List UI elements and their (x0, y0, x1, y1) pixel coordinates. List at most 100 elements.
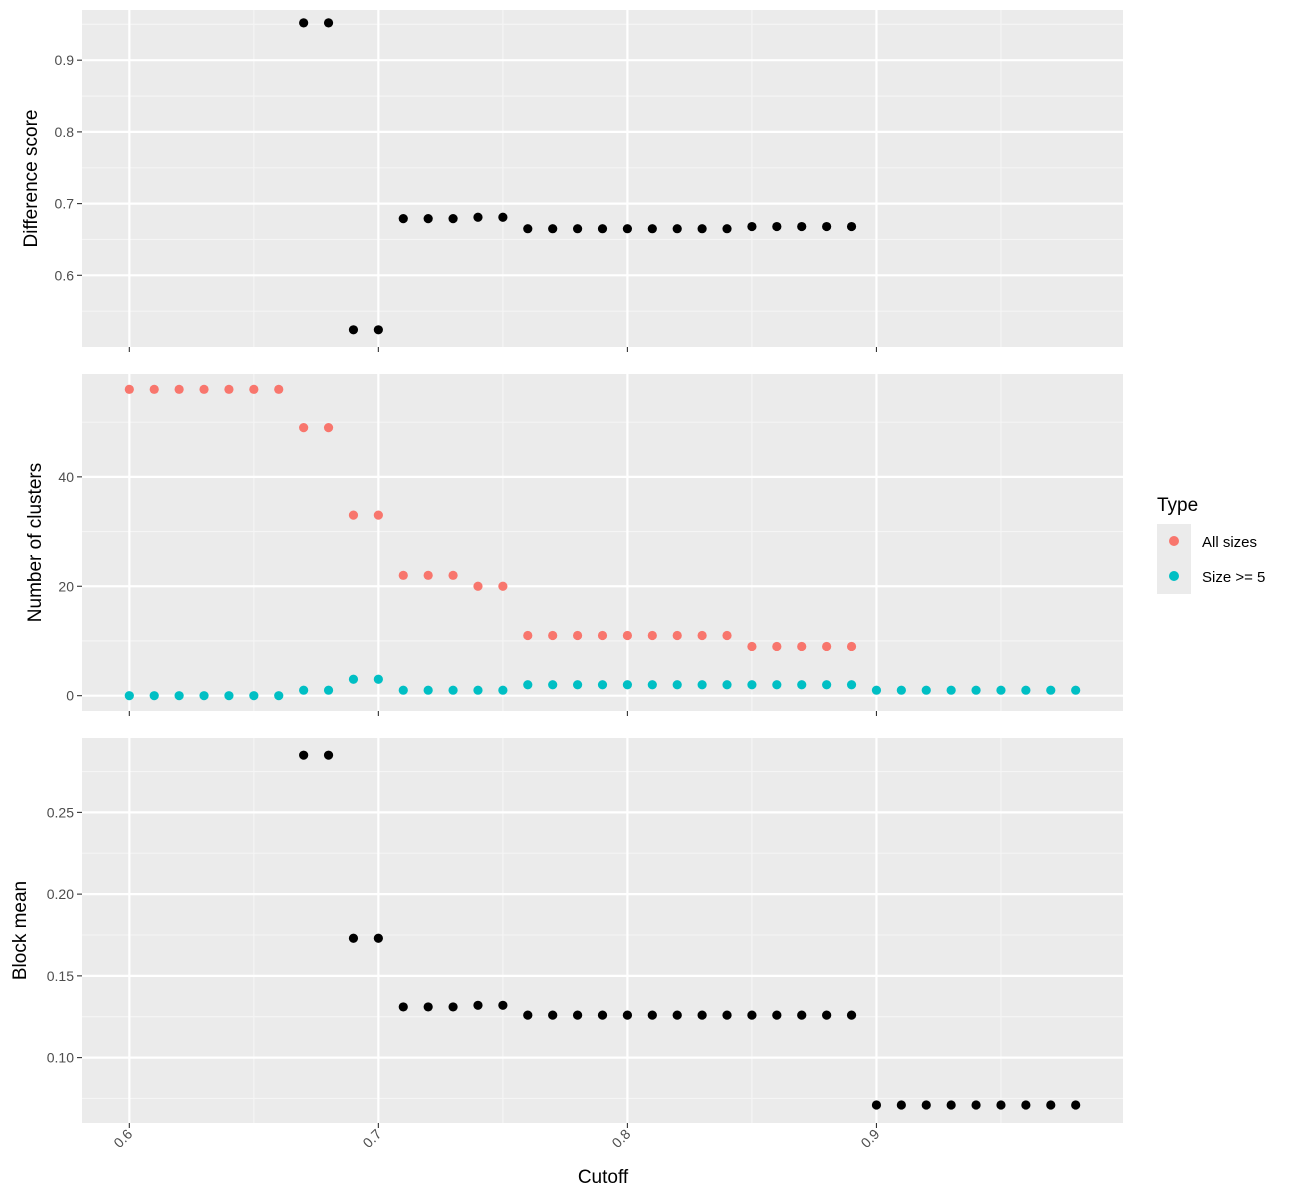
number-of-clusters-size-5-point (896, 685, 906, 695)
difference-score-series-point (597, 224, 608, 234)
difference-score-series-point (697, 224, 707, 234)
difference-score-series-point (572, 224, 583, 234)
number-of-clusters-size-5-point (348, 674, 359, 684)
difference-score-series-point (473, 212, 483, 222)
number-of-clusters-all-sizes-point (647, 630, 657, 641)
number-of-clusters-size-5-point (772, 680, 782, 690)
difference-score-series-point (423, 214, 433, 224)
legend-size-ge-5-label: Size >= 5 (1202, 569, 1265, 586)
block-mean-series-point (672, 1010, 682, 1020)
number-of-clusters-all-sizes-point (822, 641, 832, 652)
number-of-clusters-size-5-point (224, 691, 234, 701)
number-of-clusters-all-sizes-point (572, 630, 583, 641)
block-mean-series-point (822, 1010, 832, 1020)
number-of-clusters-all-sizes-point (323, 423, 334, 433)
block-mean-y-axis-title: Block mean (10, 881, 31, 980)
difference-score-series-point (647, 224, 657, 234)
number-of-clusters-size-5-point (174, 691, 184, 701)
number-of-clusters-all-sizes-point (597, 630, 608, 641)
number-of-clusters-all-sizes-point (299, 423, 309, 433)
block-mean-series-point (996, 1100, 1006, 1110)
difference-score-series-point (299, 18, 309, 28)
number-of-clusters-size-5-point (797, 680, 807, 690)
block-mean-series-point (971, 1100, 981, 1110)
number-of-clusters-y-tick-label: 0 (66, 688, 74, 704)
difference-score-series-point (398, 214, 408, 224)
block-mean-series-point (323, 750, 334, 760)
panel-difference-score: 0.6 0.7 0.8 0.9 Difference score (21, 10, 1123, 352)
number-of-clusters-size-5-point (124, 691, 134, 701)
panel-number-of-clusters: 0 20 40 Number of clusters (25, 374, 1123, 716)
block-mean-series-point (423, 1002, 433, 1012)
number-of-clusters-size-5-point (498, 685, 508, 695)
difference-score-series-point (373, 325, 383, 335)
legend-all-sizes-label: All sizes (1202, 534, 1257, 551)
block-mean-y-tick-label: 0.25 (47, 804, 74, 820)
number-of-clusters-size-5-point (647, 680, 657, 690)
difference-score-series-point (822, 221, 832, 232)
block-mean-series-point (498, 1000, 508, 1010)
number-of-clusters-size-5-point (249, 691, 259, 701)
number-of-clusters-size-5-point (1046, 685, 1056, 695)
block-mean-series-point (946, 1100, 956, 1110)
number-of-clusters-y-tick-label: 20 (58, 578, 74, 594)
block-mean-y-tick-label: 0.15 (47, 968, 74, 984)
difference-score-y-axis-title: Difference score (21, 110, 42, 248)
number-of-clusters-all-sizes-point (224, 384, 234, 394)
block-mean-series-point (747, 1010, 757, 1020)
number-of-clusters-size-5-point (548, 680, 558, 690)
number-of-clusters-all-sizes-point (548, 630, 558, 641)
number-of-clusters-all-sizes-point (498, 581, 508, 591)
difference-score-series-point (348, 325, 359, 335)
number-of-clusters-all-sizes-point (747, 641, 757, 652)
number-of-clusters-size-5-point (323, 685, 334, 695)
number-of-clusters-all-sizes-point (797, 641, 807, 652)
number-of-clusters-size-5-point (274, 691, 284, 701)
panel-number-of-clusters-plot-area: 0 20 40 Number of clusters (25, 374, 1123, 716)
legend-size-ge-5-marker (1169, 571, 1179, 581)
number-of-clusters-size-5-point (1021, 685, 1031, 695)
number-of-clusters-size-5-point (299, 685, 309, 695)
difference-score-series-point (846, 221, 857, 232)
legend-key-size-ge-5: Size >= 5 (1157, 559, 1265, 594)
difference-score-series-point (548, 224, 558, 234)
number-of-clusters-all-sizes-point (722, 630, 732, 641)
legend-title: Type (1157, 495, 1198, 516)
number-of-clusters-y-tick-label: 40 (58, 469, 74, 485)
difference-score-y-tick-label: 0.6 (55, 267, 75, 283)
block-mean-series-point (597, 1010, 608, 1020)
difference-score-series-point (448, 214, 458, 224)
difference-score-series-point (523, 224, 533, 234)
block-mean-series-point (572, 1010, 583, 1020)
number-of-clusters-all-sizes-point (672, 630, 682, 641)
number-of-clusters-size-5-point (697, 680, 707, 690)
number-of-clusters-size-5-point (473, 685, 483, 695)
block-mean-series-point (697, 1010, 707, 1020)
block-mean-series-point (921, 1100, 931, 1110)
block-mean-series-point (1071, 1100, 1081, 1110)
number-of-clusters-size-5-point (722, 680, 732, 690)
block-mean-y-tick-label: 0.10 (47, 1050, 74, 1066)
number-of-clusters-size-5-point (996, 685, 1006, 695)
block-mean-series-point (1046, 1100, 1056, 1110)
number-of-clusters-size-5-point (672, 680, 682, 690)
number-of-clusters-panel-background (82, 374, 1123, 711)
block-mean-series-point (797, 1010, 807, 1020)
number-of-clusters-size-5-point (448, 685, 458, 695)
block-mean-series-point (722, 1010, 732, 1020)
panel-difference-score-plot-area: 0.6 0.7 0.8 0.9 Difference score (21, 10, 1123, 352)
number-of-clusters-size-5-point (822, 680, 832, 690)
difference-score-series-point (622, 224, 633, 234)
number-of-clusters-size-5-point (971, 685, 981, 695)
number-of-clusters-size-5-point (572, 680, 583, 690)
number-of-clusters-size-5-point (373, 674, 383, 684)
number-of-clusters-size-5-point (622, 680, 633, 690)
block-mean-series-point (373, 933, 383, 943)
number-of-clusters-size-5-point (199, 691, 209, 701)
block-mean-series-point (448, 1002, 458, 1012)
block-mean-series-point (548, 1010, 558, 1020)
difference-score-series-point (797, 221, 807, 232)
number-of-clusters-all-sizes-point (772, 641, 782, 652)
